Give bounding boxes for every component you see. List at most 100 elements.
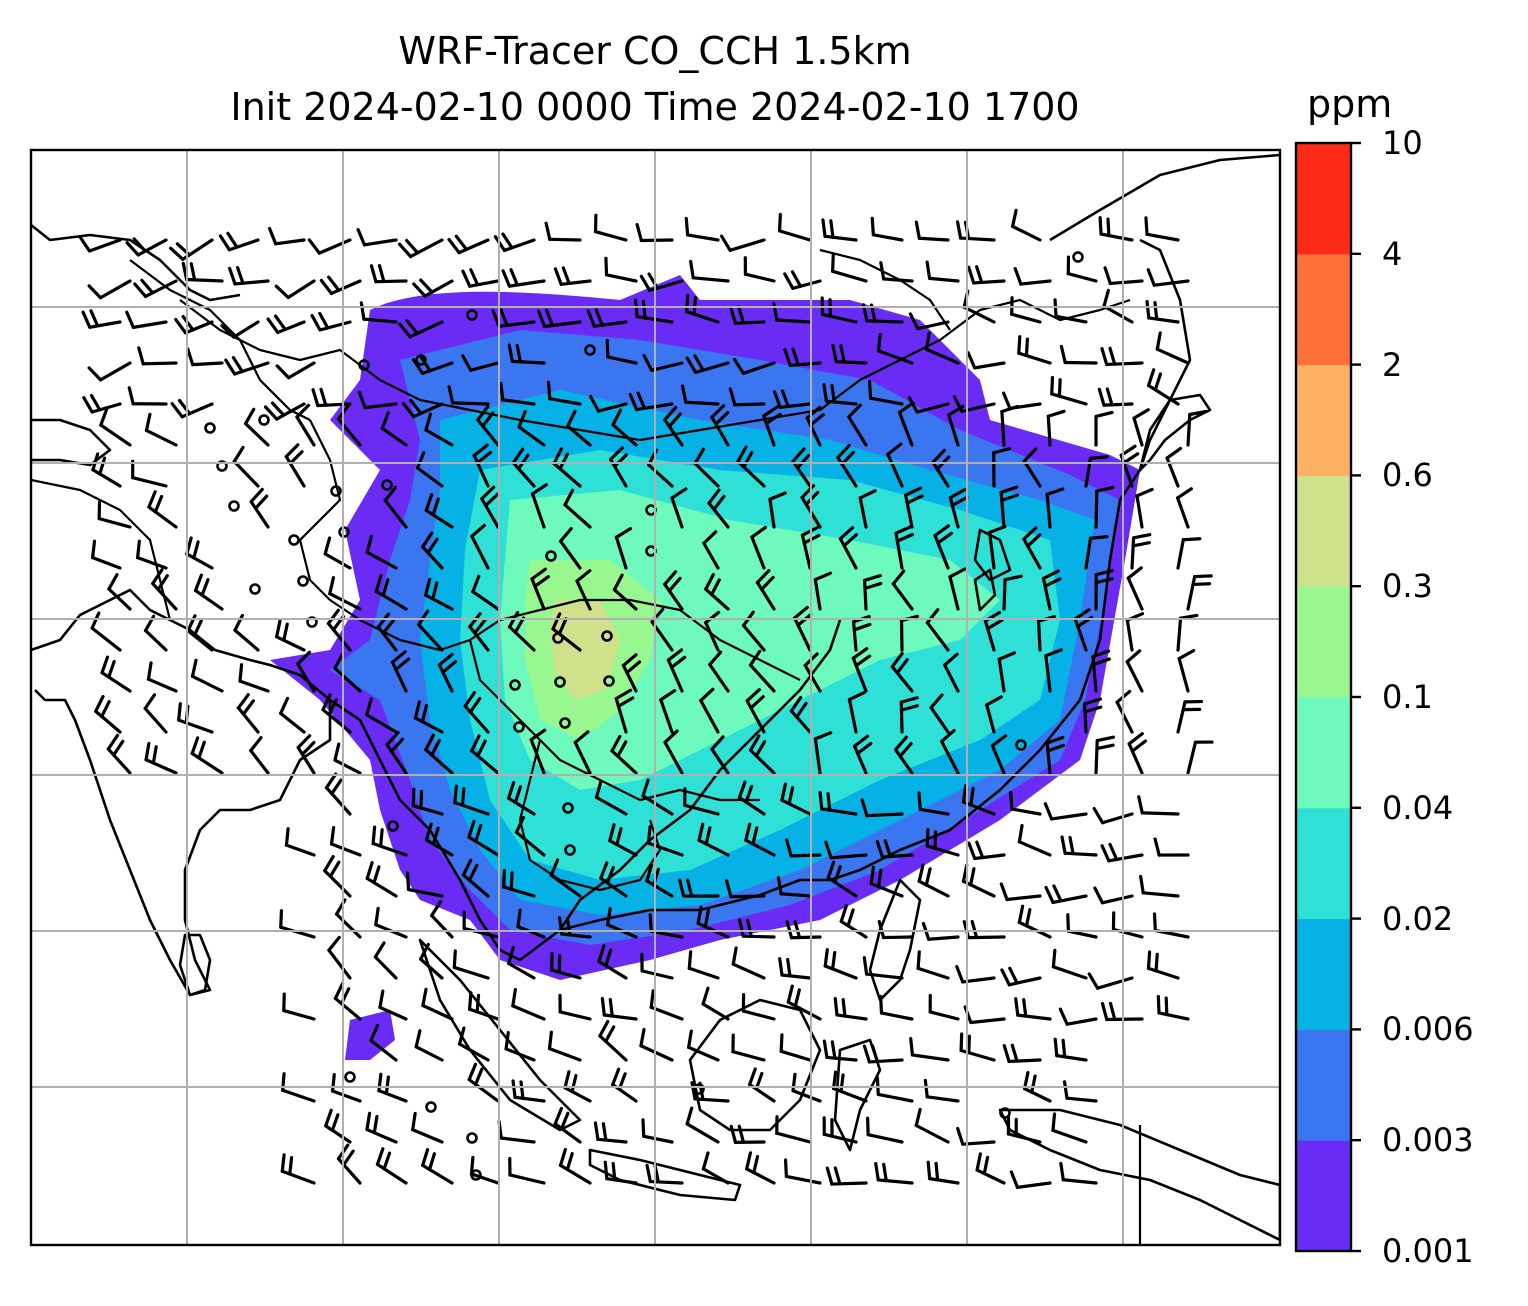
coastline-korea: [973, 528, 1012, 582]
wind-barb: [822, 1039, 858, 1062]
wind-barb: [826, 860, 858, 898]
wind-barb: [1091, 649, 1111, 693]
wind-barb: [943, 652, 960, 693]
wind-barb: [777, 212, 812, 242]
coastline-north: [31, 223, 241, 302]
calm-wind-circle: [545, 550, 557, 562]
wind-barb: [783, 270, 822, 290]
wind-barb: [424, 493, 454, 529]
colorbar-tick-label: 0.1: [1382, 678, 1433, 716]
wind-barb: [365, 697, 398, 734]
wind-barb: [480, 485, 500, 529]
wind-barb: [879, 994, 914, 1021]
wind-barb: [1177, 648, 1196, 693]
calm-wind-circle: [387, 820, 399, 832]
wind-barb: [452, 949, 490, 980]
wind-barb: [1058, 1007, 1098, 1026]
colorbar-tick-label: 2: [1382, 345, 1403, 384]
wind-barb: [371, 825, 408, 857]
wind-barb: [886, 442, 904, 488]
wind-barb: [324, 772, 352, 816]
wind-barb: [390, 650, 411, 693]
wind-barb: [603, 1160, 638, 1185]
wind-barb: [411, 355, 454, 375]
wind-barb: [729, 305, 766, 325]
wind-barb: [530, 483, 548, 529]
wind-barb: [375, 1147, 408, 1185]
wind-barb: [186, 347, 224, 367]
calm-wind-circle: [466, 309, 478, 321]
wind-barb: [593, 213, 628, 242]
wind-barb: [1014, 997, 1052, 1021]
wind-barb: [558, 1147, 592, 1185]
wind-barb: [683, 787, 720, 816]
wind-barb: [708, 650, 730, 693]
wind-barb: [1051, 948, 1088, 980]
wind-barb: [780, 782, 812, 816]
wind-barb: [1186, 409, 1208, 447]
wind-barb: [547, 1030, 582, 1062]
wind-barb: [397, 238, 444, 259]
wind-barb: [786, 984, 822, 1021]
wind-barb: [1022, 526, 1042, 570]
wind-barb: [1115, 689, 1134, 734]
wind-barb: [648, 913, 684, 939]
wind-barb: [1186, 574, 1213, 611]
wind-barb: [736, 445, 766, 488]
wind-barb: [476, 405, 500, 447]
calm-wind-circle: [425, 1101, 437, 1113]
wind-barb: [894, 524, 915, 570]
wind-barb: [190, 736, 224, 775]
wind-barb: [177, 702, 214, 734]
colorbar: [1296, 141, 1361, 1253]
wind-barb: [909, 1036, 950, 1062]
wind-barb: [295, 403, 316, 447]
wind-barb: [666, 648, 687, 693]
wind-barb: [779, 1033, 812, 1062]
wind-barb: [611, 408, 638, 447]
wind-barb: [398, 319, 444, 339]
wind-barb: [1000, 966, 1042, 987]
calm-wind-circle: [358, 359, 370, 371]
wind-barb: [990, 734, 1008, 775]
wind-barb: [926, 1160, 960, 1185]
wind-barb: [593, 1121, 628, 1144]
wind-barb: [365, 534, 398, 570]
colorbar-segment: [1296, 475, 1351, 587]
wind-barb: [743, 256, 776, 283]
wind-barb: [218, 231, 260, 252]
wind-barb: [923, 1078, 960, 1103]
wind-barb: [220, 320, 260, 339]
wind-barb: [81, 309, 122, 329]
wind-barb: [685, 354, 730, 374]
wind-barb: [866, 1116, 904, 1144]
wind-barb: [514, 815, 546, 857]
wind-barb: [447, 234, 490, 255]
wind-barb: [999, 882, 1042, 902]
wind-barb: [914, 1107, 950, 1144]
wind-barb: [411, 787, 444, 816]
wind-barb: [1017, 904, 1052, 939]
wind-barb: [992, 447, 1012, 488]
calm-wind-circle: [564, 844, 576, 856]
wind-barb: [1135, 487, 1154, 529]
calm-wind-circle: [228, 500, 240, 512]
wind-barb: [553, 266, 592, 286]
wind-barb: [838, 525, 858, 570]
wind-barb: [1139, 874, 1180, 898]
wind-barb: [948, 567, 967, 611]
calm-circles: [204, 251, 1084, 1181]
wind-barb: [748, 1067, 776, 1103]
wind-barb: [424, 412, 454, 447]
wind-barb: [380, 411, 408, 447]
wind-barb: [891, 569, 914, 611]
wind-barb: [1083, 697, 1103, 734]
wind-barb: [907, 395, 950, 414]
wind-barb: [274, 279, 316, 300]
wind-barb: [874, 1162, 914, 1185]
wind-barb: [493, 232, 536, 253]
wind-barb: [144, 412, 178, 447]
wind-barb: [1044, 648, 1063, 693]
wind-barb: [87, 361, 132, 382]
wind-barb: [1125, 649, 1144, 693]
